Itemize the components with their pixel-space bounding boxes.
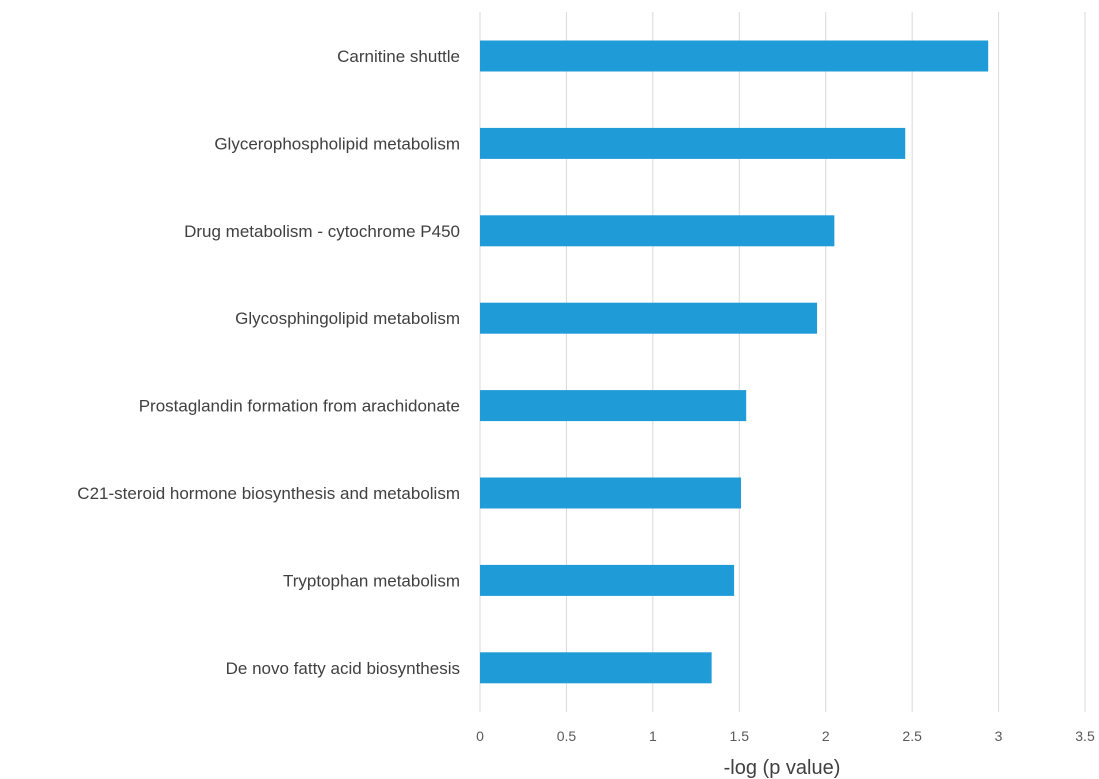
category-label: C21-steroid hormone biosynthesis and met… bbox=[77, 484, 460, 503]
category-label: Carnitine shuttle bbox=[337, 47, 460, 66]
x-tick-label: 0 bbox=[476, 728, 484, 744]
x-tick-label: 0.5 bbox=[557, 728, 577, 744]
category-labels: Carnitine shuttle Glycerophospholipid met… bbox=[77, 47, 460, 678]
bar bbox=[480, 477, 742, 509]
category-label: Glycosphingolipid metabolism bbox=[235, 309, 460, 328]
bar bbox=[480, 390, 747, 422]
x-tick-label: 2.5 bbox=[902, 728, 922, 744]
bar bbox=[480, 652, 712, 684]
bar bbox=[480, 215, 835, 247]
category-label: Tryptophan metabolism bbox=[283, 571, 460, 590]
bar bbox=[480, 302, 818, 334]
category-label: De novo fatty acid biosynthesis bbox=[226, 659, 460, 678]
x-tick-label: 1 bbox=[649, 728, 657, 744]
x-axis-title: -log (p value) bbox=[724, 757, 841, 779]
bars bbox=[480, 40, 989, 684]
bar bbox=[480, 40, 989, 72]
x-tick-label: 2 bbox=[822, 728, 830, 744]
x-tick-label: 3 bbox=[995, 728, 1003, 744]
category-label: Glycerophospholipid metabolism bbox=[214, 134, 460, 153]
category-label: Prostaglandin formation from arachidonat… bbox=[139, 397, 460, 416]
bar bbox=[480, 127, 906, 159]
x-tick-label: 1.5 bbox=[730, 728, 750, 744]
bar bbox=[480, 564, 735, 596]
category-label: Drug metabolism - cytochrome P450 bbox=[184, 222, 460, 241]
gridlines bbox=[479, 12, 1086, 712]
x-tick-labels: 0 0.5 1 1.5 2 2.5 3 3.5 bbox=[476, 728, 1095, 744]
x-tick-label: 3.5 bbox=[1075, 728, 1095, 744]
